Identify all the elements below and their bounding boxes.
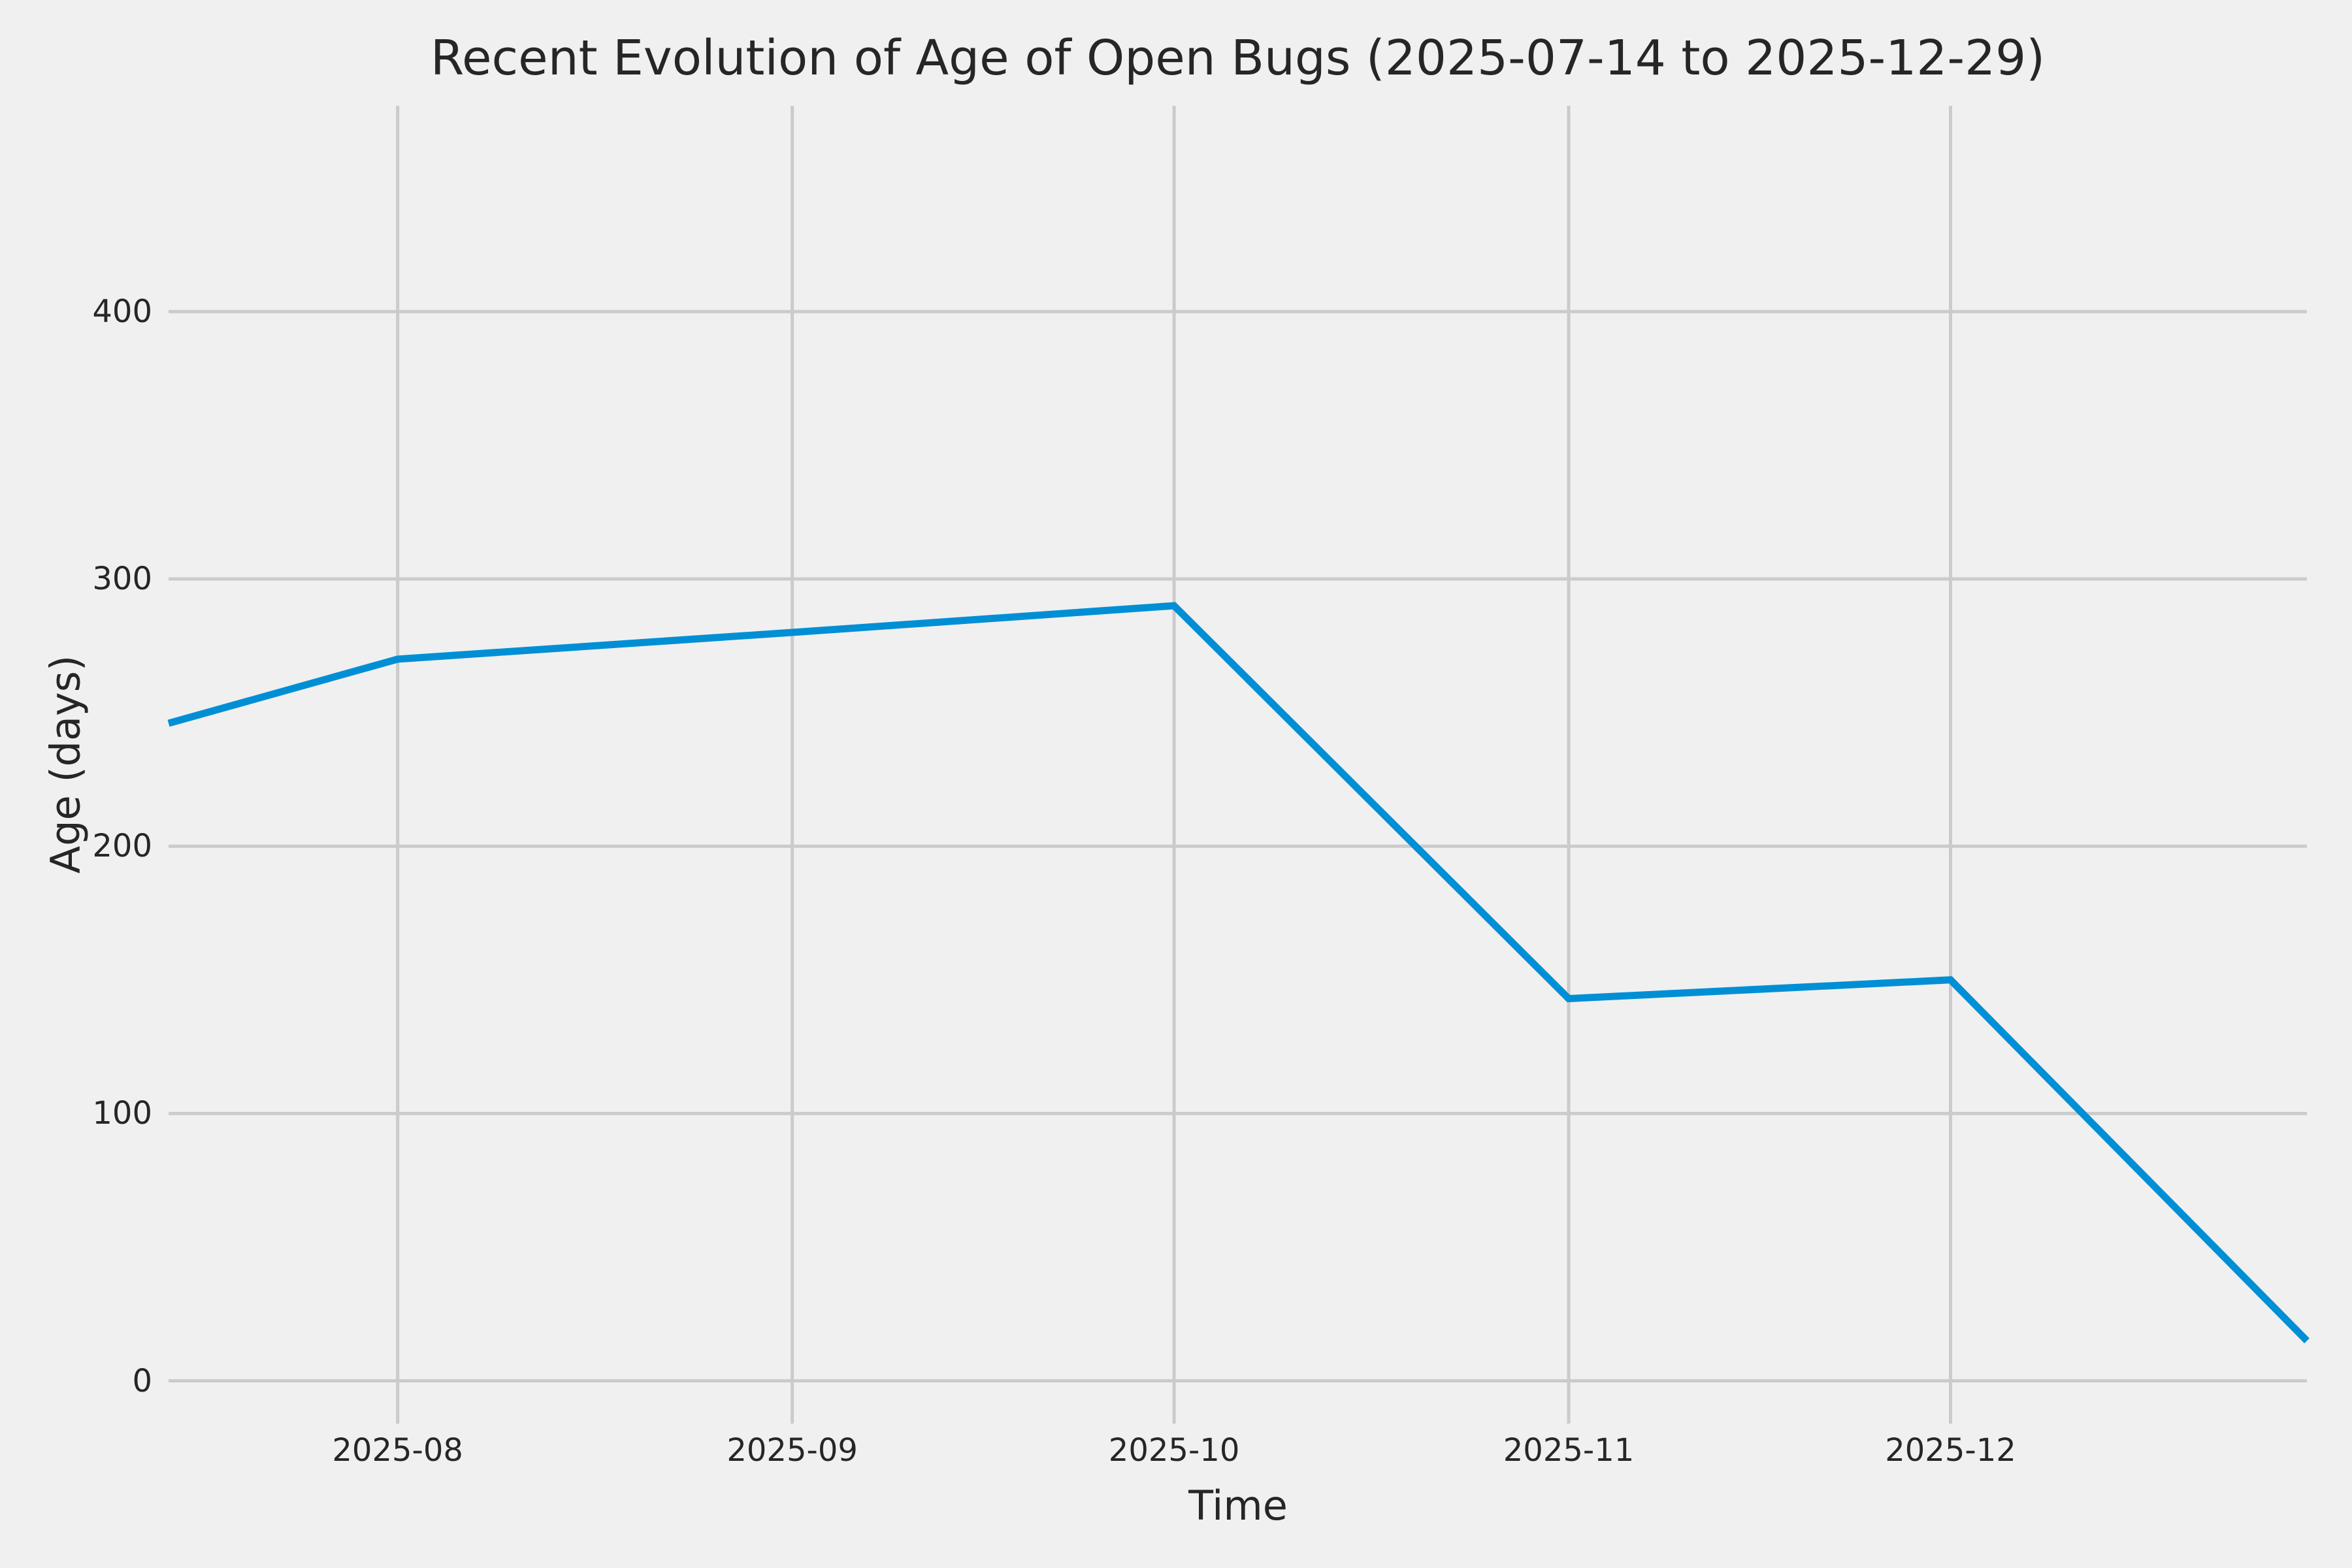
x-tick-label: 2025-11 (1503, 1432, 1635, 1469)
x-tick-label: 2025-09 (727, 1432, 858, 1469)
y-tick-label: 400 (92, 293, 152, 331)
y-tick-label: 0 (132, 1362, 152, 1399)
chart-title: Recent Evolution of Age of Open Bugs (20… (430, 30, 2046, 86)
data-line (167, 602, 2310, 1344)
y-tick-label: 200 (92, 828, 152, 865)
y-axis-label: Age (days) (41, 655, 90, 874)
x-tick-label: 2025-10 (1108, 1432, 1240, 1469)
y-tick-label: 100 (92, 1095, 152, 1132)
x-tick-label: 2025-08 (332, 1432, 463, 1469)
y-tick-label: 300 (92, 561, 152, 598)
x-axis-label: Time (1188, 1482, 1288, 1529)
x-tick-label: 2025-12 (1885, 1432, 2016, 1469)
